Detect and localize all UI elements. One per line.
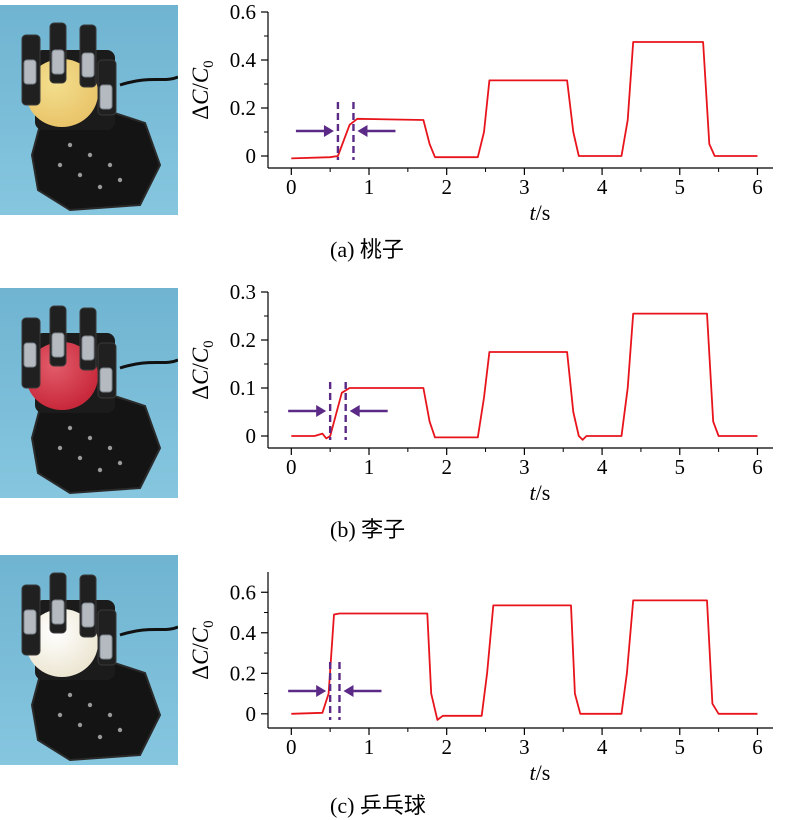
sensor-pad	[51, 49, 65, 75]
screw	[97, 734, 103, 740]
y-axis-label: ΔC/C0	[188, 620, 217, 679]
sensor-pad	[81, 602, 95, 628]
y-tick-label: 0.1	[230, 376, 256, 400]
photo-pingpong	[0, 555, 178, 765]
chart-b: 0 1 2 3 4 5 6 0 0.1 0.2 0.3 t/s ΔC/C0	[188, 280, 773, 505]
arrow-right-head	[323, 125, 334, 137]
y-tick-label: 0.2	[230, 661, 256, 685]
series-line	[291, 599, 758, 721]
x-tick-label: 3	[519, 735, 530, 759]
sensor-pad	[81, 52, 95, 78]
robot-hand-photo	[0, 288, 178, 498]
series-line	[291, 41, 758, 160]
x-tick-label: 3	[519, 455, 530, 479]
screw	[67, 425, 73, 431]
screw	[57, 445, 63, 451]
cable	[119, 75, 178, 87]
screw	[117, 460, 123, 466]
sensor-pad	[99, 84, 113, 110]
screw	[57, 712, 63, 718]
screw	[107, 445, 113, 451]
arrow-right-head	[316, 685, 327, 697]
screw	[107, 712, 113, 718]
screw	[77, 455, 83, 461]
y-axis-label: ΔC/C0	[188, 340, 217, 399]
x-axis-label: t/s	[530, 480, 551, 505]
chart-a: 0 1 2 3 4 5 6 0 0.2 0.4 0.6 t/s ΔC/C0	[188, 0, 773, 225]
chart-c: 0 1 2 3 4 5 6 0 0.2 0.4 0.6 t/s ΔC/C0	[188, 572, 773, 785]
y-tick-label: 0	[246, 424, 257, 448]
x-tick-label: 2	[441, 175, 452, 199]
caption-a: (a) 桃子	[330, 237, 404, 262]
x-tick-label: 6	[752, 175, 763, 199]
screw	[77, 722, 83, 728]
screw	[67, 142, 73, 148]
y-tick-label: 0.4	[230, 48, 257, 72]
arrow-right-head	[316, 405, 327, 417]
x-tick-label: 0	[286, 175, 297, 199]
x-tick-label: 4	[597, 175, 608, 199]
sensor-pad	[99, 367, 113, 393]
y-axis-label: ΔC/C0	[188, 60, 217, 119]
sensor-pad	[99, 634, 113, 660]
screw	[117, 727, 123, 733]
sensor-pad	[23, 59, 37, 85]
screw	[57, 162, 63, 168]
robot-hand-photo	[0, 555, 178, 765]
screw	[67, 692, 73, 698]
y-tick-label: 0	[246, 702, 257, 726]
sensor-pad	[51, 332, 65, 358]
panel-b: 0 1 2 3 4 5 6 0 0.1 0.2 0.3 t/s ΔC/C0 (b) 李子	[0, 280, 800, 553]
x-tick-label: 5	[675, 455, 686, 479]
y-tick-label: 0.3	[230, 280, 256, 304]
panel-c: 0 1 2 3 4 5 6 0 0.2 0.4 0.6 t/s ΔC/C0 (c) 乒乓球	[0, 555, 800, 820]
y-tick-label: 0	[246, 144, 257, 168]
x-axis-label: t/s	[530, 200, 551, 225]
screw	[77, 172, 83, 178]
y-tick-label: 0.2	[230, 328, 256, 352]
screw	[107, 162, 113, 168]
cable	[119, 625, 178, 637]
photo-plum	[0, 288, 178, 498]
sensor-pad	[51, 599, 65, 625]
x-tick-label: 2	[441, 735, 452, 759]
series-line	[291, 312, 758, 441]
screw	[87, 152, 93, 158]
screw	[87, 702, 93, 708]
y-tick-label: 0.2	[230, 96, 256, 120]
x-tick-label: 0	[286, 455, 297, 479]
sensor-pad	[23, 342, 37, 368]
screw	[97, 184, 103, 190]
x-tick-label: 4	[597, 455, 608, 479]
x-tick-label: 1	[364, 175, 375, 199]
x-tick-label: 5	[675, 175, 686, 199]
x-tick-label: 3	[519, 175, 530, 199]
arrow-left-head	[343, 685, 354, 697]
cable	[119, 358, 178, 370]
y-tick-label: 0.6	[230, 0, 256, 24]
x-tick-label: 0	[286, 735, 297, 759]
x-axis-label: t/s	[530, 760, 551, 785]
panel-a: 0 1 2 3 4 5 6 0 0.2 0.4 0.6 t/s ΔC/C0 (a) 桃子	[0, 0, 800, 273]
x-tick-label: 2	[441, 455, 452, 479]
x-tick-label: 6	[752, 735, 763, 759]
screw	[117, 177, 123, 183]
y-tick-label: 0.6	[230, 580, 256, 604]
arrow-left-head	[349, 405, 360, 417]
sensor-pad	[23, 609, 37, 635]
x-tick-label: 1	[364, 735, 375, 759]
photo-peach	[0, 5, 178, 215]
sensor-pad	[81, 335, 95, 361]
x-tick-label: 1	[364, 455, 375, 479]
arrow-left-head	[357, 125, 368, 137]
y-tick-label: 0.4	[230, 621, 257, 645]
screw	[97, 467, 103, 473]
x-tick-label: 5	[675, 735, 686, 759]
screw	[87, 435, 93, 441]
robot-hand-photo	[0, 5, 178, 215]
caption-c: (c) 乒乓球	[330, 793, 426, 818]
caption-b: (b) 李子	[330, 517, 406, 542]
x-tick-label: 6	[752, 455, 763, 479]
x-tick-label: 4	[597, 735, 608, 759]
